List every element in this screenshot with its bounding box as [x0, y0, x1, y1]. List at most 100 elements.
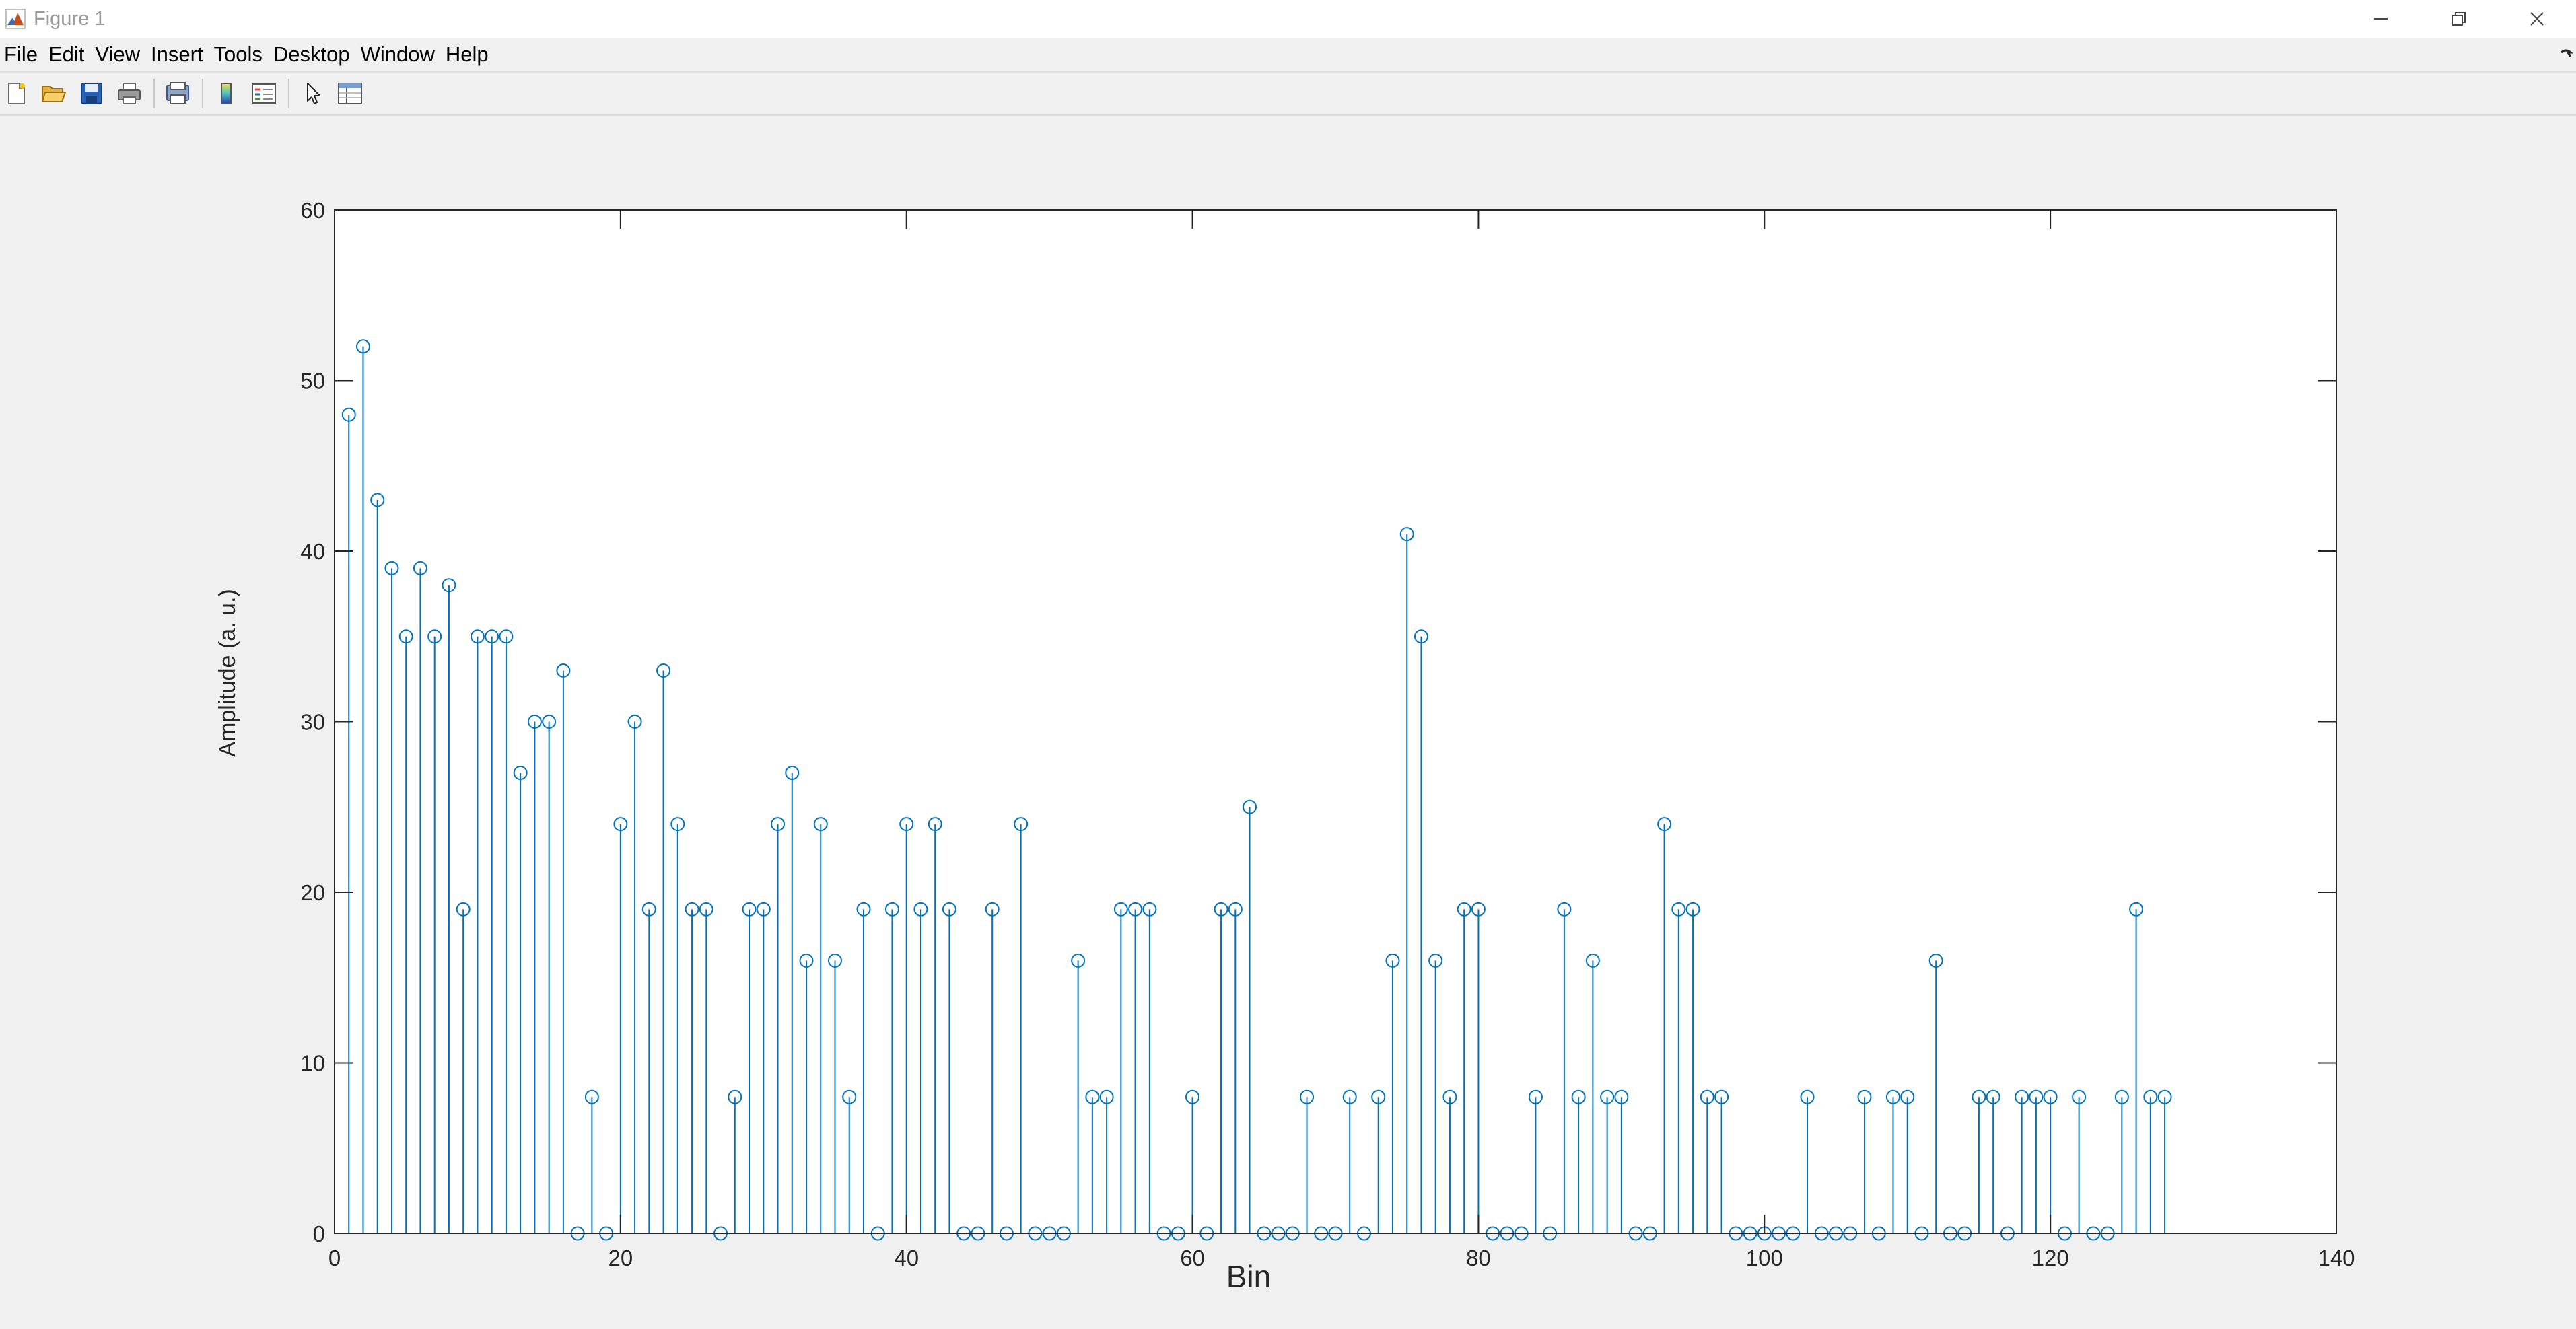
stem-marker	[1300, 1089, 1315, 1104]
stem-point	[685, 902, 699, 1233]
stem-marker	[1857, 1089, 1872, 1104]
matlab-logo-icon	[5, 9, 26, 29]
x-tick-label: 40	[894, 1246, 919, 1270]
y-tick-label: 0	[313, 1221, 325, 1246]
restore-button[interactable]	[2420, 0, 2498, 38]
stem-point	[527, 715, 542, 1233]
toolbar-separator	[153, 79, 155, 108]
stem-marker	[456, 902, 471, 917]
stem-point	[1428, 953, 1443, 1233]
stem-marker	[699, 902, 713, 917]
stem-point	[928, 817, 942, 1233]
menu-tools[interactable]: Tools	[213, 42, 263, 66]
stem-point	[442, 578, 456, 1233]
stem-marker	[1099, 1089, 1114, 1104]
stem-marker	[1528, 1089, 1543, 1104]
stem-point	[656, 663, 671, 1233]
stem-point	[499, 629, 514, 1233]
stem-point	[1614, 1089, 1629, 1233]
stem-marker	[1614, 1089, 1629, 1104]
stem-point	[1800, 1089, 1815, 1233]
stem-marker	[785, 766, 800, 781]
stem-point	[1557, 902, 1572, 1233]
minimize-button[interactable]	[2342, 0, 2420, 38]
window-title: Figure 1	[34, 7, 106, 30]
stem-point	[670, 817, 685, 1233]
stem-marker	[485, 629, 499, 644]
stem-marker	[928, 817, 942, 832]
menu-window[interactable]: Window	[360, 42, 435, 66]
save-button[interactable]	[77, 79, 106, 108]
stem-marker	[2114, 1089, 2129, 1104]
stem-marker	[1113, 902, 1128, 917]
stem-marker	[2143, 1089, 2158, 1104]
stem-point	[1371, 1089, 1386, 1233]
stem-marker	[527, 715, 542, 729]
y-tick-label: 10	[300, 1051, 325, 1076]
stem-marker	[2015, 1089, 2029, 1104]
toolbar-separator	[288, 79, 289, 108]
stem-point	[1671, 902, 1686, 1233]
stem-marker	[685, 902, 699, 917]
restore-icon	[2452, 12, 2466, 26]
menu-file[interactable]: File	[4, 42, 38, 66]
stem-point	[1385, 953, 1400, 1233]
stem-point	[1900, 1089, 1915, 1233]
axes-box	[334, 209, 2337, 1234]
stem-point	[799, 953, 814, 1233]
stem-marker	[1014, 817, 1029, 832]
stem-point	[1928, 953, 1943, 1233]
close-button[interactable]	[2498, 0, 2576, 38]
colorbar-button[interactable]	[211, 79, 241, 108]
stem-point	[1528, 1089, 1543, 1233]
stem-marker	[813, 817, 828, 832]
stem-point	[1342, 1089, 1357, 1233]
stem-marker	[771, 817, 786, 832]
stem-point	[771, 817, 786, 1233]
stem-point	[1471, 902, 1486, 1233]
new-figure-button[interactable]	[1, 79, 31, 108]
y-tick-label: 60	[300, 198, 325, 223]
toolbar-separator	[202, 79, 203, 108]
stem-point	[470, 629, 485, 1233]
open-file-button[interactable]	[39, 79, 69, 108]
stem-marker	[942, 902, 956, 917]
stem-marker	[1085, 1089, 1100, 1104]
x-tick-label: 20	[608, 1246, 633, 1270]
dock-arrow-icon[interactable]	[2558, 47, 2573, 62]
menu-desktop[interactable]: Desktop	[273, 42, 350, 66]
stem-point	[627, 715, 642, 1233]
stem-point	[2114, 1089, 2129, 1233]
print-preview-button[interactable]	[163, 79, 193, 108]
stem-marker	[384, 561, 399, 575]
stem-marker	[1928, 953, 1943, 968]
menu-edit[interactable]: Edit	[48, 42, 85, 66]
stem-point	[1857, 1089, 1872, 1233]
stem-marker	[985, 902, 1000, 917]
stem-point	[1128, 902, 1143, 1233]
stem-marker	[828, 953, 842, 968]
minimize-icon	[2374, 18, 2388, 20]
open-file-icon	[41, 86, 67, 102]
stem-point	[913, 902, 928, 1233]
stem-marker	[856, 902, 871, 917]
stem-marker	[913, 902, 928, 917]
stem-marker	[1671, 902, 1686, 917]
menu-help[interactable]: Help	[445, 42, 489, 66]
stem-point	[756, 902, 771, 1233]
stem-marker	[413, 561, 427, 575]
menu-insert[interactable]: Insert	[151, 42, 203, 66]
stem-point	[427, 629, 442, 1233]
property-inspector-button[interactable]	[335, 79, 365, 108]
stem-marker	[556, 663, 571, 678]
menu-view[interactable]: View	[95, 42, 141, 66]
legend-button[interactable]	[249, 79, 279, 108]
stem-marker	[1142, 902, 1157, 917]
stem-point	[1300, 1089, 1315, 1233]
stem-point	[1600, 1089, 1615, 1233]
print-button[interactable]	[114, 79, 144, 108]
edit-plot-button[interactable]	[298, 79, 327, 108]
stem-marker	[1243, 799, 1257, 814]
stem-point	[456, 902, 471, 1233]
stem-marker	[1185, 1089, 1200, 1104]
